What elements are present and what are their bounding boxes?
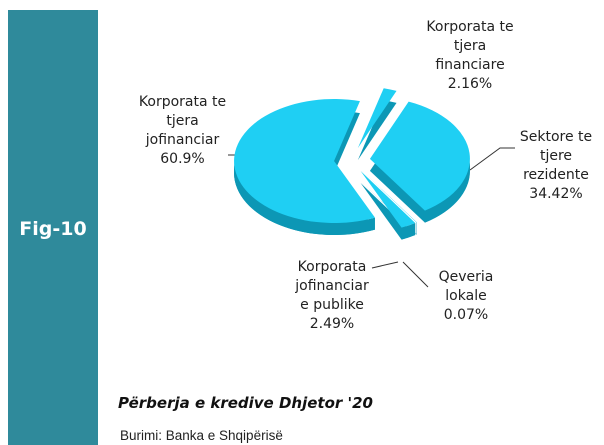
category-label: Qeveria lokale [438,269,494,304]
slice-label: Korporata jofinanciar e publike 2.49% [290,258,374,334]
slice [369,101,470,211]
slice [361,170,417,223]
slice [234,99,375,224]
value-label: 34.42% [529,186,583,202]
leader-line [469,147,515,171]
leader-line [371,261,399,269]
chart-title: Përberja e kredive Dhjetor '20 [118,394,373,412]
figure-label: Fig-10 [19,218,87,240]
slice-side [357,100,397,161]
category-label: Korporata te tjera financiare [426,19,514,73]
category-label: Korporata jofinanciar e publike [295,259,369,313]
value-label: 2.16% [447,76,493,92]
slice [357,88,397,149]
value-label: 2.49% [309,316,355,332]
slice-side [401,222,416,240]
slice-label: Qeveria lokale 0.07% [435,268,497,325]
side-band [8,10,98,445]
slice-label: Sektore te tjere rezidente 34.42% [515,128,597,204]
category-label: Korporata te tjera jofinanciar [138,94,227,148]
category-label: Sektore te tjere rezidente [519,129,593,183]
value-label: 60.9% [160,151,205,167]
slice-side [424,158,470,223]
value-label: 0.07% [443,307,489,323]
slice [360,171,416,228]
slice-label: Korporata te tjera jofinanciar 60.9% [135,93,230,169]
leader-line [402,261,429,288]
source: Burimi: Banka e Shqipërisë [120,428,283,443]
slice-side [234,161,375,236]
slice-label: Korporata te tjera financiare 2.16% [425,18,515,94]
